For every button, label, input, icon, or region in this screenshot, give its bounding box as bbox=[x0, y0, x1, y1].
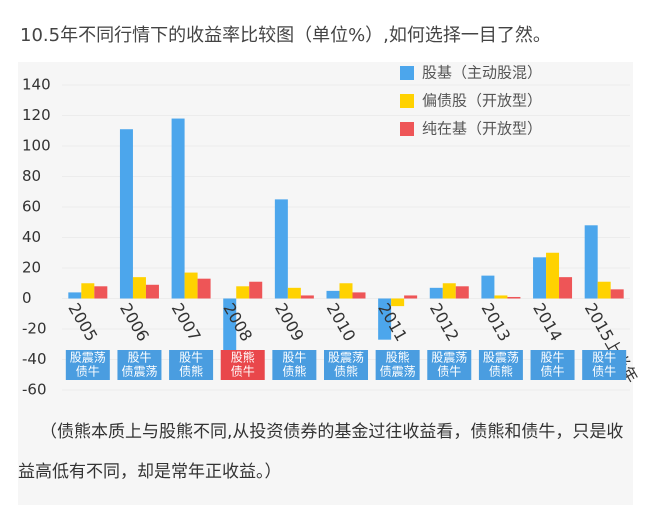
market-label: 股牛 bbox=[282, 350, 306, 365]
legend-label: 股基（主动股混） bbox=[422, 64, 542, 82]
bar bbox=[352, 292, 366, 299]
market-label-box bbox=[530, 350, 575, 380]
y-tick-label: 80 bbox=[22, 167, 41, 185]
y-tick-label: -40 bbox=[22, 350, 47, 368]
market-label-box bbox=[478, 350, 523, 380]
market-label: 债震荡 bbox=[380, 365, 416, 379]
bar bbox=[494, 295, 508, 299]
market-label-box bbox=[582, 350, 627, 380]
market-label: 股震荡 bbox=[328, 351, 364, 365]
market-label: 股震荡 bbox=[483, 351, 519, 365]
chart: 10.5年不同行情下的收益率比较图（单位%）,如何选择一目了然。 -60 -40 -… bbox=[20, 25, 642, 399]
caption: （债熊本质上与股熊不同,从投资债券的基金过往收益看，债熊和债牛，只是收益高低有不… bbox=[18, 412, 633, 505]
market-label: 股牛 bbox=[127, 350, 151, 365]
market-label: 股牛 bbox=[179, 350, 203, 365]
bar bbox=[249, 281, 263, 299]
bar bbox=[119, 129, 133, 299]
bar bbox=[404, 295, 418, 299]
y-tick-label: 40 bbox=[22, 228, 41, 246]
market-label: 债牛 bbox=[76, 364, 100, 379]
market-label: 债牛 bbox=[231, 364, 255, 379]
market-label: 债熊 bbox=[282, 364, 306, 379]
chart-title: 10.5年不同行情下的收益率比较图（单位%）,如何选择一目了然。 bbox=[20, 25, 551, 46]
market-label-box bbox=[324, 350, 368, 380]
y-tick-label: 20 bbox=[22, 259, 41, 277]
bar bbox=[339, 283, 353, 299]
legend-label: 偏债股（开放型） bbox=[422, 92, 542, 110]
bar bbox=[274, 199, 288, 299]
market-label: 债牛 bbox=[437, 364, 461, 379]
bar bbox=[481, 275, 495, 299]
bar bbox=[132, 277, 146, 299]
bar bbox=[378, 298, 392, 340]
y-tick-label: 120 bbox=[22, 106, 51, 124]
bar bbox=[81, 283, 95, 299]
bar bbox=[145, 284, 159, 299]
y-tick-label: 0 bbox=[22, 289, 32, 307]
market-label: 债熊 bbox=[489, 364, 513, 379]
market-label: 股震荡 bbox=[431, 351, 467, 365]
market-label: 股牛 bbox=[541, 350, 565, 365]
legend-swatch bbox=[400, 94, 414, 108]
bar bbox=[597, 281, 611, 299]
market-label-box bbox=[427, 350, 472, 380]
market-label-box bbox=[272, 350, 317, 380]
bar bbox=[300, 295, 314, 299]
bar bbox=[507, 296, 521, 299]
legend-swatch bbox=[400, 122, 414, 136]
market-label-box bbox=[220, 350, 265, 380]
bar bbox=[236, 286, 250, 299]
bar bbox=[442, 283, 456, 299]
market-label: 股牛 bbox=[592, 350, 616, 365]
bar bbox=[559, 277, 573, 299]
y-tick-label: 100 bbox=[22, 137, 51, 155]
bar bbox=[184, 272, 198, 299]
market-label: 股熊 bbox=[386, 350, 410, 365]
bar bbox=[171, 118, 185, 299]
market-label: 债震荡 bbox=[121, 365, 157, 379]
market-label: 债牛 bbox=[592, 364, 616, 379]
bar bbox=[391, 298, 405, 307]
legend-swatch bbox=[400, 66, 414, 80]
bar bbox=[533, 257, 547, 299]
bar bbox=[287, 287, 301, 299]
bar bbox=[610, 289, 624, 299]
bar bbox=[546, 252, 560, 299]
bar bbox=[584, 225, 598, 299]
bar bbox=[455, 286, 469, 299]
market-label: 股震荡 bbox=[70, 351, 106, 365]
bar bbox=[326, 290, 340, 299]
y-tick-label: -60 bbox=[22, 381, 47, 399]
market-label-box bbox=[375, 350, 420, 380]
market-label-box bbox=[169, 350, 214, 380]
bar bbox=[94, 286, 108, 299]
y-tick-label: 140 bbox=[22, 76, 51, 94]
market-label: 债牛 bbox=[541, 364, 565, 379]
bar bbox=[197, 278, 211, 299]
y-tick-label: -20 bbox=[22, 320, 47, 338]
market-label: 债熊 bbox=[179, 364, 203, 379]
market-label: 股熊 bbox=[231, 350, 255, 365]
y-tick-label: 60 bbox=[22, 198, 41, 216]
legend-label: 纯在基（开放型） bbox=[422, 120, 542, 138]
bar bbox=[429, 287, 443, 299]
market-label: 债熊 bbox=[334, 364, 358, 379]
bar bbox=[68, 292, 82, 299]
market-label-box bbox=[117, 350, 162, 380]
market-label-box bbox=[65, 350, 110, 380]
